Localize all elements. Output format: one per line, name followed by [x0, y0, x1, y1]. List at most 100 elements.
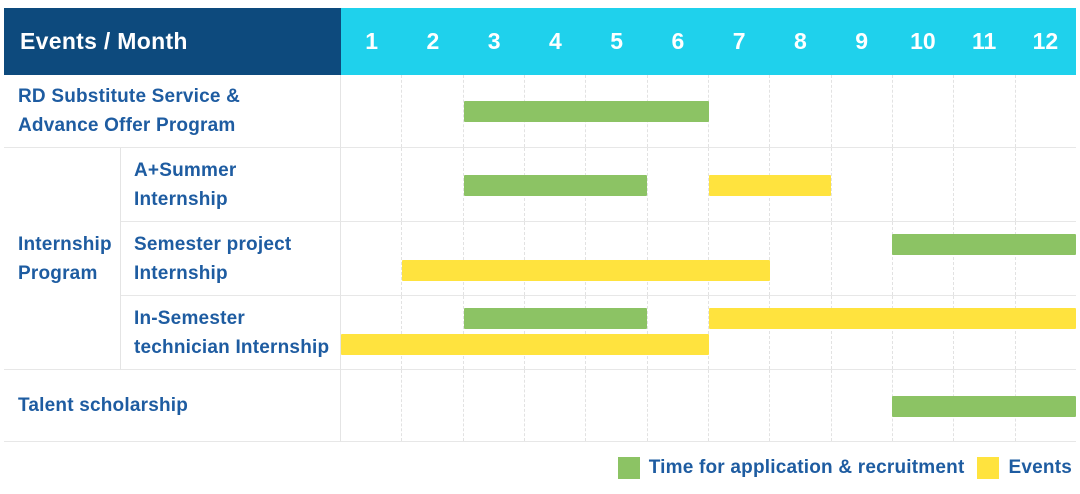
month-label: 6 [671, 28, 685, 54]
month-grid-cell [585, 370, 646, 441]
row-label-line: Semester project [134, 233, 292, 255]
month-label: 4 [548, 28, 562, 54]
month-grid-cell [1014, 222, 1076, 295]
month-grid-cell [830, 75, 892, 147]
month-grid-cell [891, 222, 953, 295]
month-grid-cell [769, 75, 830, 147]
month-grid-cell [769, 370, 830, 441]
row-label-line: technician Internship [134, 336, 330, 358]
month-grid-cell [341, 296, 401, 369]
month-grid-cell [585, 222, 646, 295]
month-grid-cell [523, 222, 585, 295]
month-grid-cell [707, 148, 769, 221]
month-grid-cell [707, 370, 769, 441]
month-grid-cell [585, 296, 646, 369]
row-label-line: Internship [134, 188, 228, 210]
row-label-line: Internship [134, 262, 228, 284]
row-label-line: In-Semester [134, 307, 245, 329]
month-grid-cell [953, 296, 1014, 369]
month-grid [341, 75, 1076, 147]
month-grid-cell [707, 75, 769, 147]
month-label: 12 [1032, 28, 1059, 54]
gantt-bar-application [463, 308, 648, 329]
month-label: 11 [971, 28, 997, 54]
month-grid-cell [462, 296, 524, 369]
row-label: Talent scholarship [4, 370, 341, 442]
month-grid-cell [341, 148, 401, 221]
month-grid-cell [341, 75, 401, 147]
month-grid-cell [462, 148, 524, 221]
month-grid-cell [401, 370, 462, 441]
gantt-bar-application [892, 234, 1076, 255]
gantt-bar-application [463, 174, 648, 196]
events-month-header-cell: Events / Month [4, 8, 341, 75]
month-grid-cell [953, 148, 1014, 221]
month-grid-cell [830, 370, 892, 441]
month-header: 1 2 3 4 5 6 7 8 9 10 11 12 [341, 8, 1076, 75]
row-label-line: Talent scholarship [18, 395, 189, 416]
month-grid-cell [891, 75, 953, 147]
month-grid-cell [953, 222, 1014, 295]
sub-row-label: Semester project Internship [121, 222, 341, 296]
month-grid-cell [401, 148, 462, 221]
legend-item-events: Events [977, 457, 1072, 479]
month-label: 3 [487, 28, 501, 54]
gantt-bar-events [402, 260, 770, 281]
gantt-bar-events [708, 174, 831, 196]
gantt-bar-application [892, 395, 1076, 417]
row-label-line: Internship [18, 233, 112, 255]
month-grid-cell [769, 222, 830, 295]
month-grid-cell [830, 222, 892, 295]
gantt-bar-application [463, 101, 709, 122]
row-label: RD Substitute Service & Advance Offer Pro… [4, 75, 341, 148]
month-grid-cell [341, 370, 401, 441]
month-grid-cell [523, 370, 585, 441]
gantt-bar-events [708, 308, 1076, 329]
group-label: Internship Program [4, 148, 121, 370]
month-grid-cell [401, 222, 462, 295]
month-grid-cell [830, 148, 892, 221]
month-label: 8 [793, 28, 807, 54]
row-label-line: Advance Offer Program [18, 115, 236, 136]
row-timeline [341, 370, 1076, 442]
month-grid-cell [1014, 296, 1076, 369]
month-grid-cell [646, 370, 708, 441]
legend: Time for application & recruitment Events [617, 448, 1072, 488]
events-swatch [977, 457, 1000, 479]
sub-row-label: In-Semester technician Internship [121, 296, 341, 370]
month-grid-cell [462, 370, 524, 441]
row-label-line: Program [18, 262, 98, 284]
row-label-line: RD Substitute Service & [18, 86, 241, 107]
gantt-body: RD Substitute Service & Advance Offer Pro… [4, 75, 1076, 442]
row-timeline [341, 222, 1076, 296]
month-grid-cell [891, 148, 953, 221]
month-label: 2 [426, 28, 440, 54]
legend-item-application: Time for application & recruitment [617, 457, 965, 479]
legend-label: Events [1008, 457, 1072, 478]
month-label: 5 [610, 28, 624, 54]
application-swatch [617, 457, 640, 479]
row-timeline [341, 148, 1076, 222]
month-grid-cell [401, 75, 462, 147]
month-label: 7 [732, 28, 746, 54]
month-grid-cell [341, 222, 401, 295]
month-grid [341, 296, 1076, 369]
gantt-chart: Events / Month 1 2 3 4 5 6 7 8 9 10 11 12 RD Substi… [4, 8, 1076, 442]
month-grid-cell [646, 148, 708, 221]
month-label: 1 [365, 28, 379, 54]
row-timeline [341, 75, 1076, 148]
month-grid-cell [523, 296, 585, 369]
row-timeline [341, 296, 1076, 370]
month-grid-cell [707, 296, 769, 369]
gantt-bar-events [341, 334, 709, 355]
header-title: Events / Month [20, 28, 188, 54]
month-grid [341, 222, 1076, 295]
row-label-line: A+Summer [134, 159, 237, 181]
month-grid-cell [1014, 75, 1076, 147]
month-grid-cell [646, 222, 708, 295]
month-grid-cell [462, 75, 524, 147]
month-grid-cell [830, 296, 892, 369]
month-grid-cell [401, 296, 462, 369]
legend-label: Time for application & recruitment [648, 457, 965, 478]
month-grid-cell [462, 222, 524, 295]
